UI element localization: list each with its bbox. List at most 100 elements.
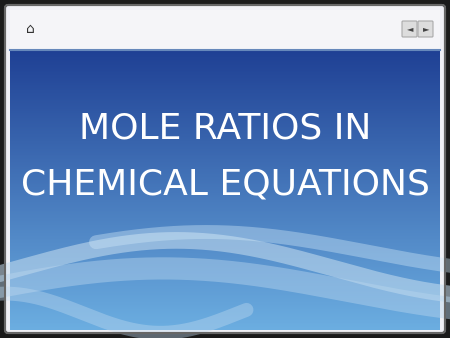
Bar — [10, 86, 440, 87]
Bar — [10, 322, 440, 323]
Bar — [10, 115, 440, 116]
Bar — [10, 231, 440, 232]
Bar — [10, 279, 440, 280]
Bar — [10, 274, 440, 275]
Bar — [10, 116, 440, 117]
Bar — [10, 172, 440, 173]
Bar — [10, 155, 440, 156]
Bar — [10, 103, 440, 104]
Bar — [10, 314, 440, 315]
Bar — [10, 57, 440, 58]
Text: ◄: ◄ — [407, 24, 413, 33]
Bar — [10, 323, 440, 324]
Bar — [10, 138, 440, 139]
Bar — [10, 268, 440, 269]
Bar — [10, 156, 440, 157]
Bar — [10, 230, 440, 231]
Bar — [10, 238, 440, 239]
Bar — [10, 61, 440, 62]
Bar — [10, 249, 440, 250]
Bar — [10, 71, 440, 72]
Bar — [10, 134, 440, 135]
Bar — [10, 280, 440, 281]
Bar — [10, 197, 440, 198]
Bar — [10, 273, 440, 274]
Bar — [10, 75, 440, 76]
Bar — [10, 146, 440, 147]
Bar — [10, 107, 440, 108]
Bar — [10, 140, 440, 141]
Bar — [10, 137, 440, 138]
Bar — [10, 300, 440, 301]
Bar — [10, 105, 440, 106]
Bar — [10, 233, 440, 234]
Bar — [10, 100, 440, 101]
Bar — [10, 295, 440, 296]
Bar — [10, 215, 440, 216]
Bar — [10, 236, 440, 237]
Bar — [10, 186, 440, 187]
Bar — [10, 223, 440, 224]
Bar — [10, 209, 440, 210]
Bar — [10, 111, 440, 112]
FancyBboxPatch shape — [5, 5, 445, 333]
Bar — [10, 310, 440, 311]
Bar — [10, 196, 440, 197]
Bar — [10, 67, 440, 68]
Bar — [10, 74, 440, 75]
Bar — [10, 168, 440, 169]
Bar — [10, 255, 440, 256]
Bar — [10, 208, 440, 209]
Bar — [10, 304, 440, 305]
Bar — [10, 120, 440, 121]
Bar — [10, 219, 440, 220]
Bar — [10, 161, 440, 162]
Bar — [10, 325, 440, 326]
Bar — [10, 184, 440, 185]
Bar — [10, 118, 440, 119]
Bar — [10, 293, 440, 294]
Bar — [10, 289, 440, 290]
Bar — [10, 59, 440, 60]
Bar — [10, 237, 440, 238]
Bar — [10, 282, 440, 283]
Bar — [10, 179, 440, 180]
Bar — [10, 269, 440, 270]
Bar — [10, 132, 440, 133]
Bar — [10, 78, 440, 79]
Bar — [10, 148, 440, 149]
Bar — [10, 84, 440, 86]
Bar — [10, 321, 440, 322]
Bar — [10, 177, 440, 178]
Bar — [10, 143, 440, 144]
Bar — [10, 207, 440, 208]
Bar — [10, 51, 440, 52]
Bar — [10, 157, 440, 158]
Bar — [10, 72, 440, 73]
Bar — [10, 307, 440, 308]
Bar — [10, 265, 440, 266]
Bar — [10, 283, 440, 284]
Bar — [10, 252, 440, 254]
Bar — [10, 160, 440, 161]
Bar — [10, 81, 440, 82]
Bar — [10, 247, 440, 248]
Bar — [10, 65, 440, 66]
Bar — [10, 122, 440, 123]
Bar — [10, 254, 440, 255]
Bar — [10, 242, 440, 243]
Text: ⌂: ⌂ — [26, 22, 34, 36]
Bar — [10, 217, 440, 218]
Bar — [10, 176, 440, 177]
Bar — [10, 261, 440, 262]
Bar — [10, 169, 440, 170]
Bar — [10, 98, 440, 99]
Bar — [10, 202, 440, 203]
Bar — [10, 213, 440, 214]
Bar — [10, 312, 440, 313]
Bar — [10, 178, 440, 179]
Bar — [10, 290, 440, 291]
Bar — [10, 73, 440, 74]
Bar — [10, 212, 440, 213]
Bar — [10, 93, 440, 94]
